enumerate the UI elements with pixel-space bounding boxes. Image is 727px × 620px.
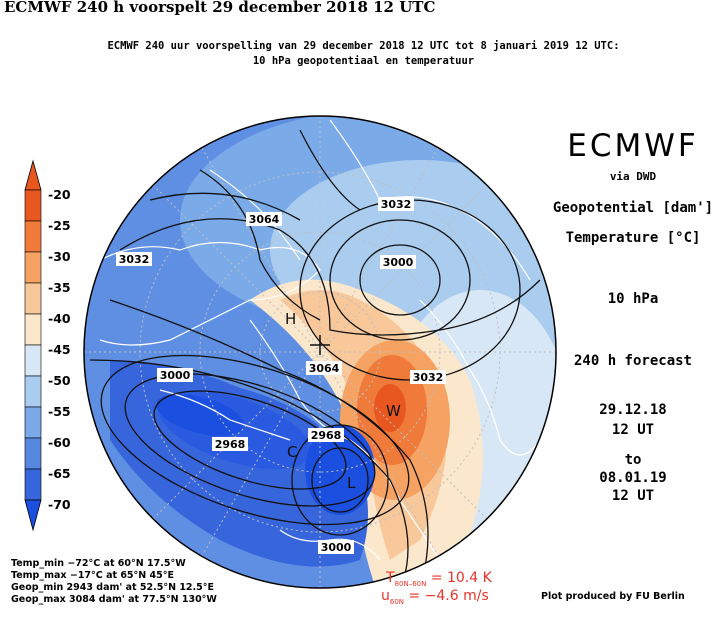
high-center-label: H [285,310,296,328]
geop-min-stat: Geop_min 2943 dam' at 52.5°N 12.5°E [11,582,215,593]
temp-max-stat: Temp_max −17°C at 65°N 45°E [11,570,175,581]
valid-to-date: 08.01.19 [599,470,667,486]
source-label: via DWD [609,170,657,183]
colorbar-label: -45 [48,342,71,357]
zonal-wind-index: u60N = −4.6 m/s [381,588,489,606]
temperature-label: Temperature [°C] [565,230,701,246]
contour-label: 3032 [119,253,150,266]
geop-max-stat: Geop_max 3084 dam' at 77.5°N 130°W [11,594,217,605]
colorbar-label: -70 [48,497,71,512]
colorbar-label: -30 [48,249,71,264]
page-title: ECMWF 240 h voorspelt 29 december 2018 1… [4,0,436,16]
low-center-label: L [347,474,356,492]
contour-label: 3000 [321,541,352,554]
colorbar-label: -20 [48,187,71,202]
colorbar: -20 -25 -30 -35 -40 -45 -50 -55 -60 -65 … [24,159,71,532]
contour-labels: 3064 3032 3032 3000 3064 3000 3032 2968 … [116,197,446,554]
to-label: to [624,452,642,468]
colorbar-label: -50 [48,373,71,388]
temp-min-stat: Temp_min −72°C at 60°N 17.5°W [11,558,186,569]
contour-label: 3000 [160,369,191,382]
pressure-centers: H W C L [285,310,401,492]
colorbar-label: -35 [48,280,71,295]
contour-label: 2968 [215,438,246,451]
warm-center-label: W [386,402,401,420]
subtitle-line-1: ECMWF 240 uur voorspelling van 29 decemb… [107,40,620,52]
valid-to-time: 12 UT [611,488,655,504]
credit-label: Plot produced by FU Berlin [541,591,685,602]
subtitle-line-2: 10 hPa geopotentiaal en temperatuur [252,55,475,67]
geopotential-label: Geopotential [dam'] [552,200,714,216]
colorbar-label: -65 [48,466,71,481]
contour-label: 3064 [309,362,340,375]
contour-label: 3032 [381,198,412,211]
colorbar-label: -25 [48,218,71,233]
valid-from-date: 29.12.18 [599,402,667,418]
brand-logo: ECMWF [567,128,699,164]
level-label: 10 hPa [607,291,659,307]
colorbar-label: -60 [48,435,71,450]
contour-label: 2968 [311,429,342,442]
contour-label: 3064 [249,213,280,226]
colorbar-label: -40 [48,311,71,326]
map-border [83,115,557,589]
cold-center-label: C [287,443,297,461]
contour-label: 3000 [383,256,414,269]
valid-from-time: 12 UT [611,422,655,438]
colorbar-label: -55 [48,404,71,419]
temperature-gradient-index: T80N–60N = 10.4 K [386,570,492,588]
forecast-label: 240 h forecast [573,353,692,369]
contour-label: 3032 [413,371,444,384]
north-pole-marker [310,335,330,355]
